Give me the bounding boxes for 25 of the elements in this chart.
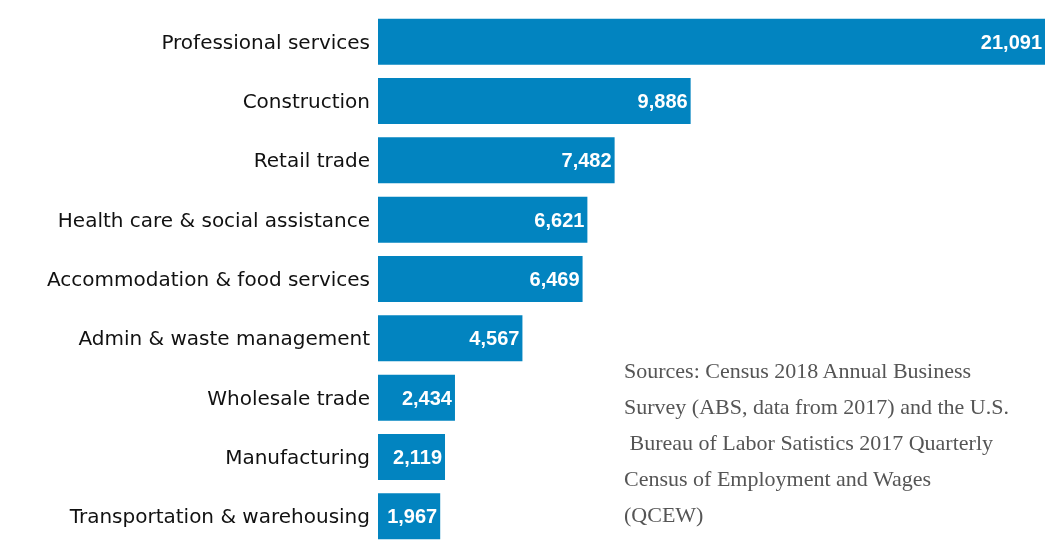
data-label: 9,886 — [637, 90, 688, 112]
y-tick-label: Accommodation & food services — [47, 267, 370, 291]
y-tick-label: Wholesale trade — [207, 385, 370, 410]
y-tick-label: Retail trade — [253, 148, 370, 173]
y-tick-label: Transportation & warehousing — [68, 504, 370, 529]
data-label: 2,119 — [393, 446, 443, 468]
data-label: 6,469 — [529, 268, 580, 290]
y-tick-label: Professional services — [161, 29, 370, 54]
data-label: 21,091 — [980, 30, 1042, 53]
bar — [378, 256, 583, 302]
y-tick-label: Health care & social assistance — [57, 207, 370, 232]
data-label: 2,434 — [401, 386, 453, 409]
bar — [378, 18, 1045, 65]
data-label: 6,621 — [534, 208, 585, 231]
annotation: Sources: Census 2018 Annual Business Survey (ABS, data from 2017) and the U.S. Bureau of Labor Satistics 2017 Quarterly Census of Employment and Wages (QCEW) — [624, 357, 1009, 527]
y-tick-label: Construction — [242, 89, 370, 113]
y-tick-label: Manufacturing — [225, 445, 370, 469]
bar — [378, 196, 588, 243]
bar — [378, 315, 523, 362]
bar — [378, 137, 615, 184]
bar — [378, 78, 691, 124]
y-tick-label: Admin & waste management — [78, 326, 371, 351]
data-label: 4,567 — [469, 327, 520, 350]
data-label: 1,967 — [387, 505, 438, 528]
data-label: 7,482 — [561, 149, 612, 172]
